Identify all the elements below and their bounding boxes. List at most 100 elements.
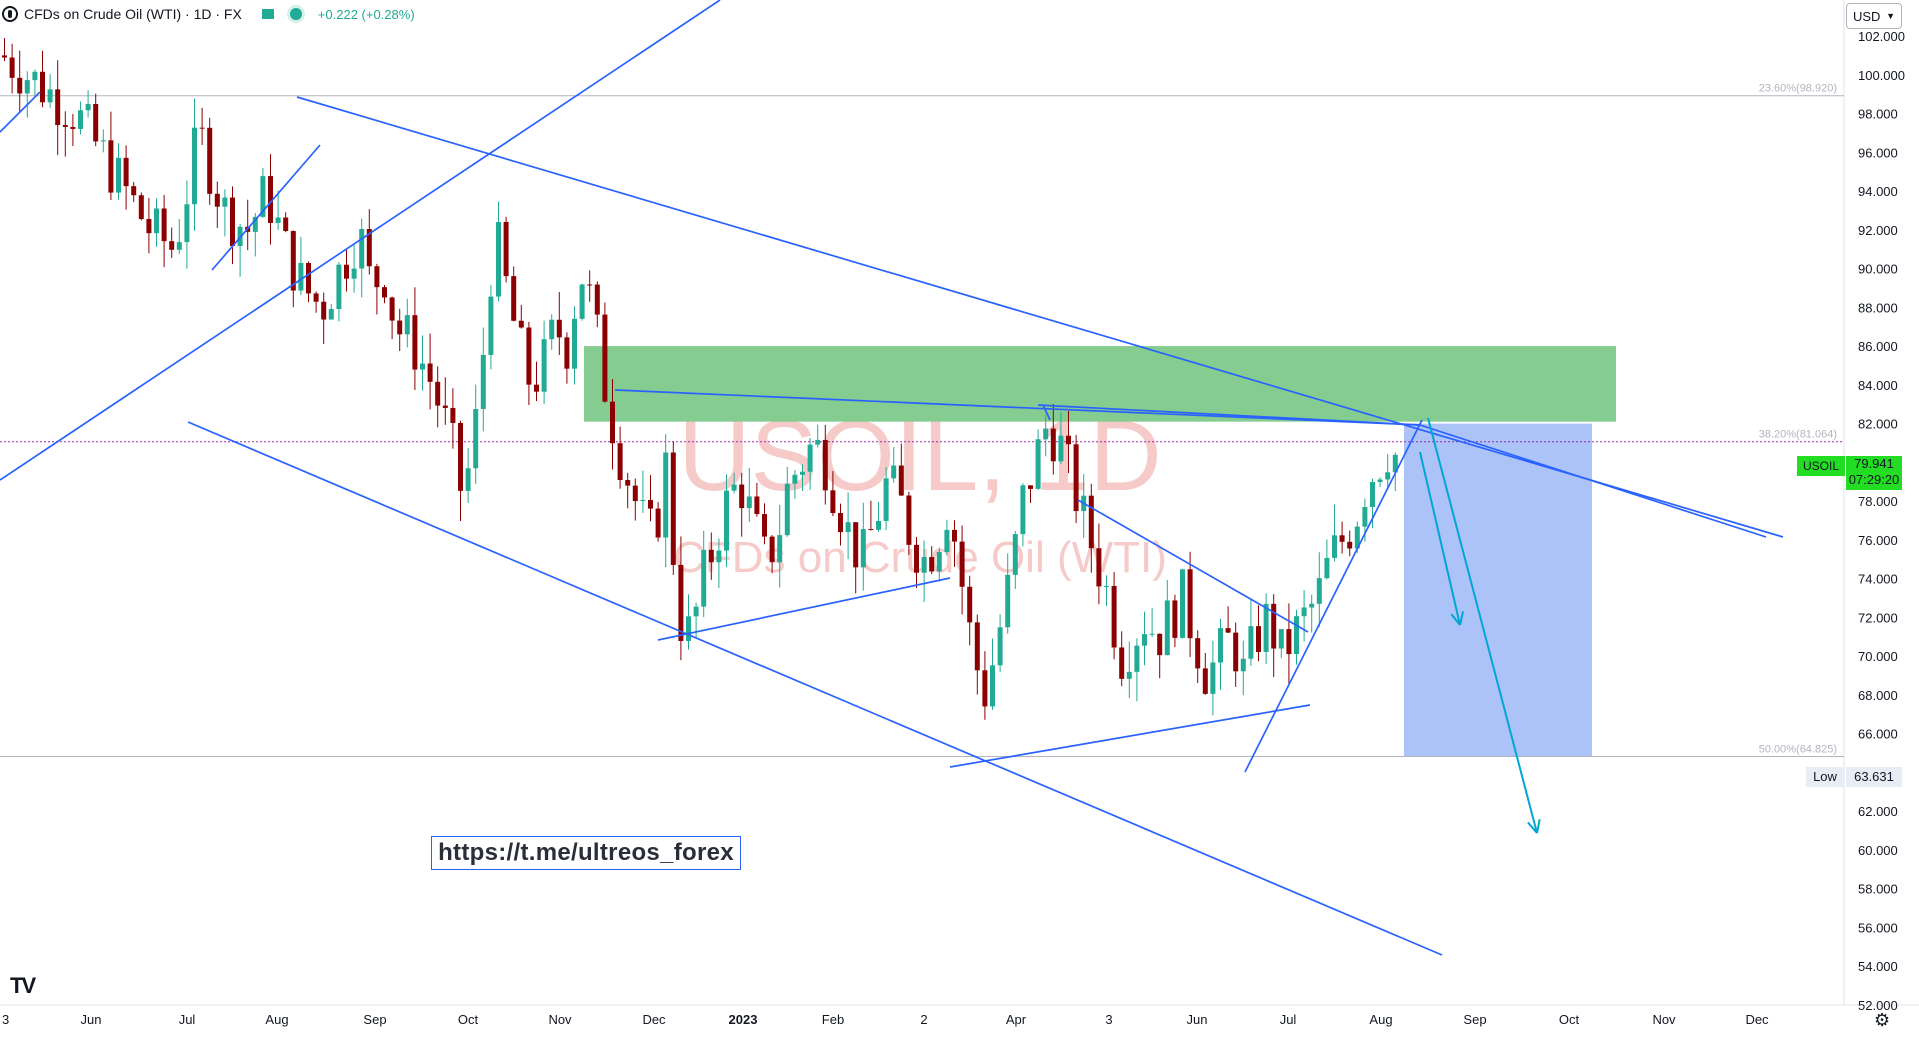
symbol-watermark: USOIL, 1D CFDs on Crude Oil (WTI) xyxy=(673,400,1167,582)
price-tick-label: 94.000 xyxy=(1858,184,1898,199)
candle-down xyxy=(587,284,593,286)
candle-up xyxy=(990,665,995,707)
candle-up xyxy=(85,103,91,111)
candle-down xyxy=(648,500,653,509)
fib-level-label: 23.60%(98.920) xyxy=(1759,83,1837,95)
price-tick-label: 78.000 xyxy=(1858,494,1898,509)
price-tick-label: 56.000 xyxy=(1858,920,1898,935)
price-axis[interactable]: 102.000 100.000 98.000 96.000 94.000 92.000 90… xyxy=(1858,29,1905,1013)
telegram-link-annotation[interactable]: https://t.me/ultreos_forex xyxy=(431,836,741,870)
watermark-description: CFDs on Crude Oil (WTI) xyxy=(673,533,1167,582)
flag-icon[interactable] xyxy=(261,9,274,19)
candle-down xyxy=(214,193,220,207)
candle-down xyxy=(959,541,965,587)
fib-level-label: 38.20%(81.064) xyxy=(1759,429,1837,441)
price-tick-label: 92.000 xyxy=(1858,223,1898,238)
price-tick-label: 90.000 xyxy=(1858,262,1898,277)
candle-down xyxy=(602,314,608,402)
candle-up xyxy=(1294,616,1299,655)
time-tick-label: Feb xyxy=(822,1012,844,1027)
trendline-drawings[interactable] xyxy=(0,0,1784,956)
candle-down xyxy=(161,208,167,242)
candle-down xyxy=(1225,628,1231,633)
time-tick-label: Aug xyxy=(1369,1012,1392,1027)
time-tick-label: Jul xyxy=(179,1012,196,1027)
candle-up xyxy=(1218,628,1223,663)
candle-down xyxy=(769,536,775,563)
candle-up xyxy=(1370,482,1375,507)
candle-up xyxy=(222,197,228,207)
candle-down xyxy=(442,405,448,408)
price-tick-label: 86.000 xyxy=(1858,339,1898,354)
price-tick-label: 66.000 xyxy=(1858,727,1898,742)
candle-down xyxy=(853,522,859,568)
time-tick-label: 2023 xyxy=(729,1012,758,1027)
candle-down xyxy=(1347,541,1353,549)
candle-down xyxy=(199,127,205,129)
candle-down xyxy=(389,297,395,321)
candle-down xyxy=(382,287,387,298)
candle-up xyxy=(1043,428,1049,440)
candle-down xyxy=(321,301,327,320)
trendline xyxy=(1037,404,1421,426)
candle-up xyxy=(116,157,121,193)
candle-down xyxy=(1088,495,1094,549)
low-value: 63.631 xyxy=(1846,767,1902,787)
time-tick-label: Sep xyxy=(363,1012,386,1027)
trendline xyxy=(0,91,41,133)
candle-down xyxy=(397,320,403,335)
candle-down xyxy=(17,77,23,94)
candle-down xyxy=(366,229,372,267)
candle-up xyxy=(936,552,942,572)
candle-up xyxy=(1104,585,1109,587)
tradingview-logo[interactable]: TV xyxy=(10,973,36,998)
price-change: +0.222 (+0.28%) xyxy=(317,6,415,22)
candle-down xyxy=(518,320,524,328)
time-tick-label: Jun xyxy=(1187,1012,1208,1027)
candle-down xyxy=(1202,668,1208,694)
candle-up xyxy=(465,468,471,491)
symbol-price-tag: USOIL xyxy=(1797,456,1846,476)
candle-up xyxy=(1164,600,1170,656)
candle-up xyxy=(1142,634,1147,646)
candle-down xyxy=(169,241,175,250)
gear-icon[interactable]: ⚙ xyxy=(1874,1010,1891,1030)
candle-up xyxy=(1058,435,1064,462)
candle-down xyxy=(1050,428,1056,462)
candle-up xyxy=(921,557,927,573)
candle-up xyxy=(876,520,881,530)
candle-down xyxy=(230,197,235,246)
candle-down xyxy=(1073,444,1079,512)
candle-down xyxy=(146,218,152,234)
time-tick-label: 3 xyxy=(2,1012,9,1027)
candle-down xyxy=(9,57,15,78)
candle-up xyxy=(488,296,494,355)
chart-legend: CFDs on Crude Oil (WTI) · 1D · FX +0.222… xyxy=(0,0,421,28)
symbol-description: CFDs on Crude Oil (WTI) · 1D · FX xyxy=(24,6,242,22)
symbol-icon[interactable] xyxy=(2,6,18,22)
price-tick-label: 60.000 xyxy=(1858,843,1898,858)
price-tick-label: 98.000 xyxy=(1858,107,1898,122)
time-tick-label: 3 xyxy=(1105,1012,1112,1027)
candle-down xyxy=(1066,435,1071,445)
candle-down xyxy=(914,544,919,573)
candle-down xyxy=(1096,548,1102,587)
trendline xyxy=(949,704,1311,768)
candle-up xyxy=(549,319,555,340)
price-tick-label: 62.000 xyxy=(1858,804,1898,819)
candle-up xyxy=(731,484,737,491)
time-tick-label: Dec xyxy=(642,1012,666,1027)
candle-up xyxy=(1005,574,1011,628)
currency-select[interactable]: USD ▼ xyxy=(1846,3,1902,29)
candle-down xyxy=(138,195,144,219)
candle-up xyxy=(1392,454,1398,473)
time-axis[interactable]: 3 Jun Jul Aug Sep Oct Nov Dec 2023 Feb 2 Apr 3 Jun Jul… xyxy=(2,1012,1769,1027)
candle-up xyxy=(336,264,342,310)
price-tick-label: 82.000 xyxy=(1858,417,1898,432)
candle-up xyxy=(1316,578,1322,604)
candle-down xyxy=(838,513,843,533)
candle-up xyxy=(1149,633,1155,635)
candle-up xyxy=(579,284,585,319)
candle-up xyxy=(351,268,357,279)
